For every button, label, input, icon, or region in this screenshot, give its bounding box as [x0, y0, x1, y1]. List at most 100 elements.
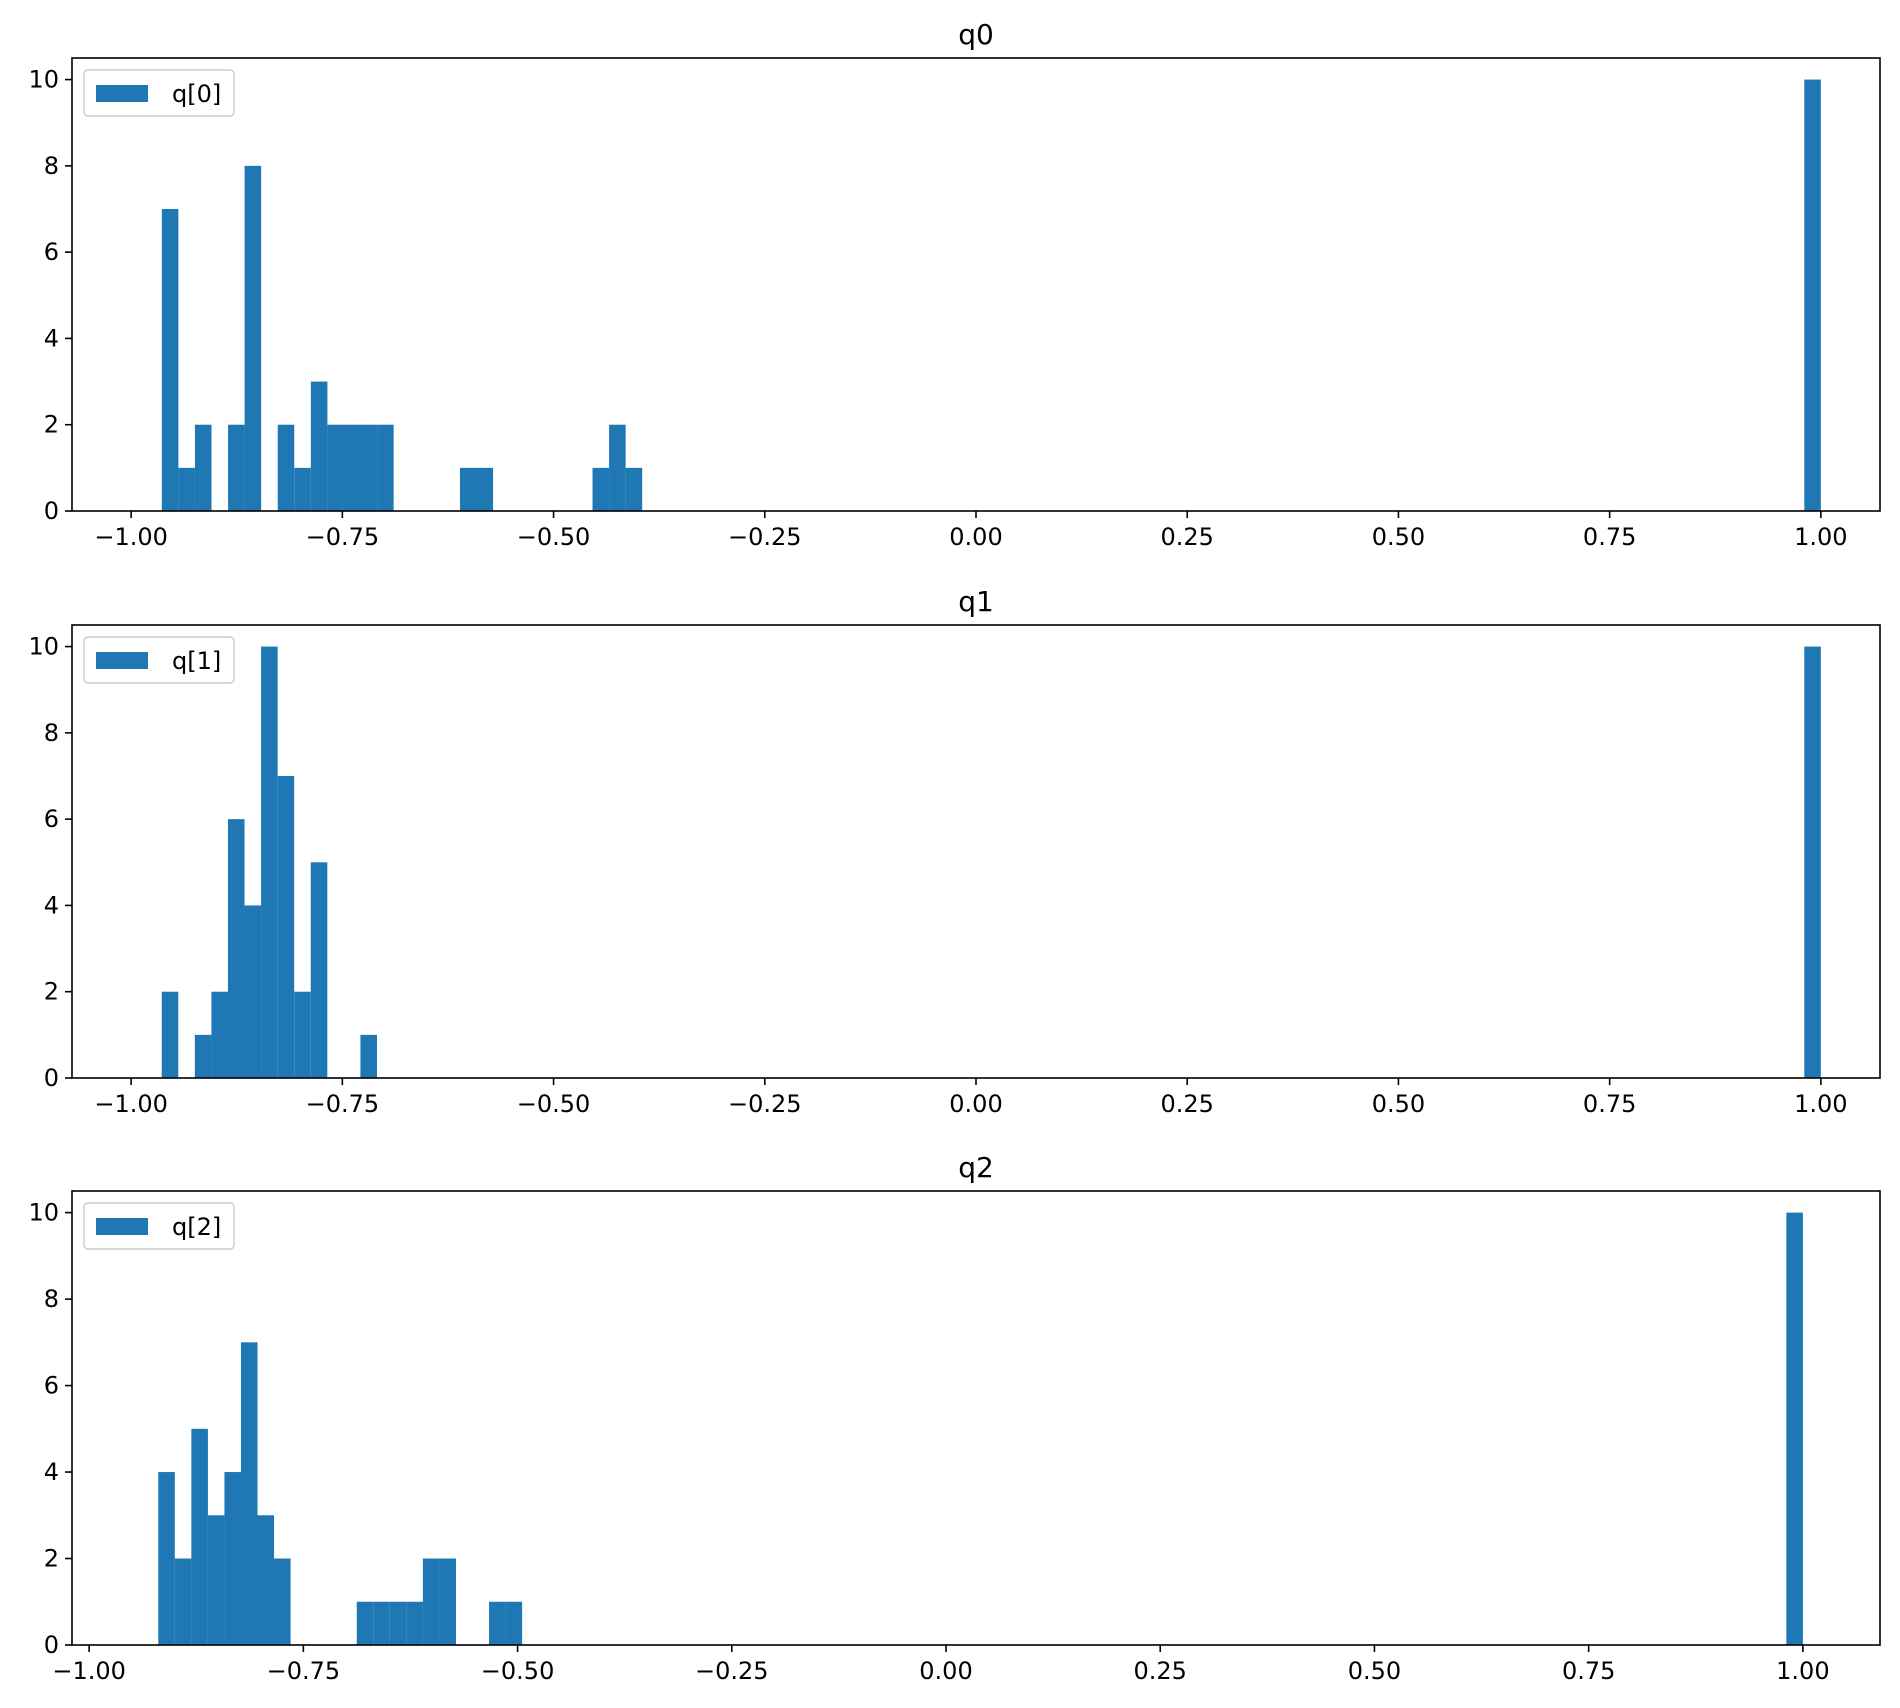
histogram-bar	[274, 1558, 291, 1645]
y-tick-label: 4	[44, 324, 59, 352]
y-tick-label: 4	[44, 1458, 59, 1486]
histogram-bar	[327, 424, 344, 511]
x-tick-label: −1.00	[94, 1090, 168, 1118]
legend: q[1]	[83, 636, 235, 684]
histogram-bar	[161, 991, 179, 1078]
legend-swatch	[96, 1218, 148, 1235]
histogram-bar	[422, 1558, 440, 1645]
histogram-bar	[194, 424, 212, 511]
histogram-bar	[191, 1428, 208, 1645]
y-tick-label: 4	[44, 891, 59, 919]
histogram-bar	[377, 424, 394, 511]
x-tick-label: 0.25	[1160, 1090, 1213, 1118]
legend-box	[83, 636, 235, 684]
chart-title: q2	[958, 1151, 994, 1184]
x-tick-label: −0.25	[728, 1090, 802, 1118]
y-tick-label: 8	[44, 152, 59, 180]
chart-panel-0: q0 −1.00 −0.75 −0.50 −0.25 0.00 0.25 0.50 0.75 1.…	[28, 18, 1881, 551]
histogram-bar	[1804, 79, 1821, 511]
legend-label: q[0]	[172, 80, 221, 108]
x-tick-label: −0.25	[695, 1657, 769, 1685]
x-tick-label: 1.00	[1794, 1090, 1847, 1118]
histogram-bar	[211, 991, 228, 1078]
histogram-bar	[244, 165, 262, 512]
x-tick-label: 0.25	[1134, 1657, 1187, 1685]
x-tick-label: 0.00	[949, 523, 1002, 551]
x-tick-label: −0.25	[728, 523, 802, 551]
y-tick-label: 2	[44, 1545, 59, 1573]
histogram-bar	[244, 905, 262, 1078]
y-tick-label: 10	[28, 1199, 59, 1227]
legend-swatch	[96, 85, 148, 102]
histogram-bar	[227, 819, 245, 1078]
histogram-bar	[406, 1601, 423, 1645]
legend-label: q[1]	[172, 647, 221, 675]
x-tick-label: −0.50	[517, 1090, 591, 1118]
histogram-bar	[356, 1601, 374, 1645]
histogram-bar	[294, 991, 311, 1078]
legend-label: q[2]	[172, 1213, 221, 1241]
histogram-bar	[228, 424, 245, 511]
histogram-bar	[439, 1558, 456, 1645]
histogram-bar	[224, 1472, 241, 1645]
histogram-bar	[1804, 646, 1821, 1078]
histogram-bar	[310, 381, 328, 511]
x-tick-label: −1.00	[94, 523, 168, 551]
x-tick-label: −0.75	[267, 1657, 341, 1685]
histogram-bar	[343, 424, 361, 511]
histogram-bar	[373, 1601, 390, 1645]
legend-box	[83, 1202, 235, 1250]
axes-frame	[71, 1190, 1881, 1646]
y-tick-label: 6	[44, 1372, 59, 1400]
histogram-bar	[360, 1034, 377, 1078]
x-tick-label: 1.00	[1776, 1657, 1829, 1685]
histogram-bar	[158, 1472, 175, 1645]
histogram-bar	[277, 776, 295, 1078]
histogram-bar	[310, 862, 328, 1078]
histogram-bar	[207, 1515, 225, 1645]
x-tick-label: −0.50	[481, 1657, 555, 1685]
x-tick-label: 0.25	[1160, 523, 1213, 551]
chart-panel-1: q1 −1.00 −0.75 −0.50 −0.25 0.00 0.25 0.50 0.75 1.…	[28, 585, 1881, 1118]
chart-title: q1	[958, 585, 994, 618]
histogram-bar	[476, 467, 494, 511]
x-tick-label: 0.50	[1348, 1657, 1401, 1685]
chart-panel-2: q2 −1.00 −0.75 −0.50 −0.25 0.00 0.25 0.50 0.75 1.…	[28, 1151, 1881, 1685]
histogram-bar	[174, 1558, 192, 1645]
axes-frame	[71, 624, 1881, 1079]
legend-box	[83, 69, 235, 117]
y-tick-label: 0	[44, 497, 59, 525]
x-tick-label: 0.75	[1583, 1090, 1636, 1118]
histogram-bar	[609, 424, 626, 511]
y-tick-label: 10	[28, 633, 59, 661]
y-tick-label: 0	[44, 1631, 59, 1659]
x-tick-label: −0.75	[306, 523, 380, 551]
histogram-bar	[161, 209, 179, 511]
legend-swatch	[96, 652, 148, 669]
chart-title: q0	[958, 18, 994, 51]
y-tick-label: 8	[44, 1285, 59, 1313]
y-tick-label: 0	[44, 1064, 59, 1092]
y-tick-label: 8	[44, 719, 59, 747]
histogram-bar	[592, 467, 610, 511]
y-tick-label: 6	[44, 238, 59, 266]
x-tick-label: −0.75	[306, 1090, 380, 1118]
histogram-bar	[261, 646, 278, 1078]
histogram-bar	[257, 1515, 275, 1645]
histogram-bar	[505, 1601, 523, 1645]
histogram-bar	[489, 1601, 506, 1645]
histogram-bar	[178, 467, 195, 511]
x-tick-label: 0.00	[919, 1657, 972, 1685]
x-tick-label: 0.75	[1562, 1657, 1615, 1685]
x-tick-label: −0.50	[517, 523, 591, 551]
histogram-bar	[625, 467, 643, 511]
x-tick-label: 0.50	[1372, 1090, 1425, 1118]
legend: q[2]	[83, 1202, 235, 1250]
x-tick-label: 0.75	[1583, 523, 1636, 551]
histogram-bar	[277, 424, 295, 511]
x-tick-label: 0.00	[949, 1090, 1002, 1118]
y-tick-label: 2	[44, 411, 59, 439]
x-tick-label: 0.50	[1372, 523, 1425, 551]
y-tick-label: 6	[44, 805, 59, 833]
